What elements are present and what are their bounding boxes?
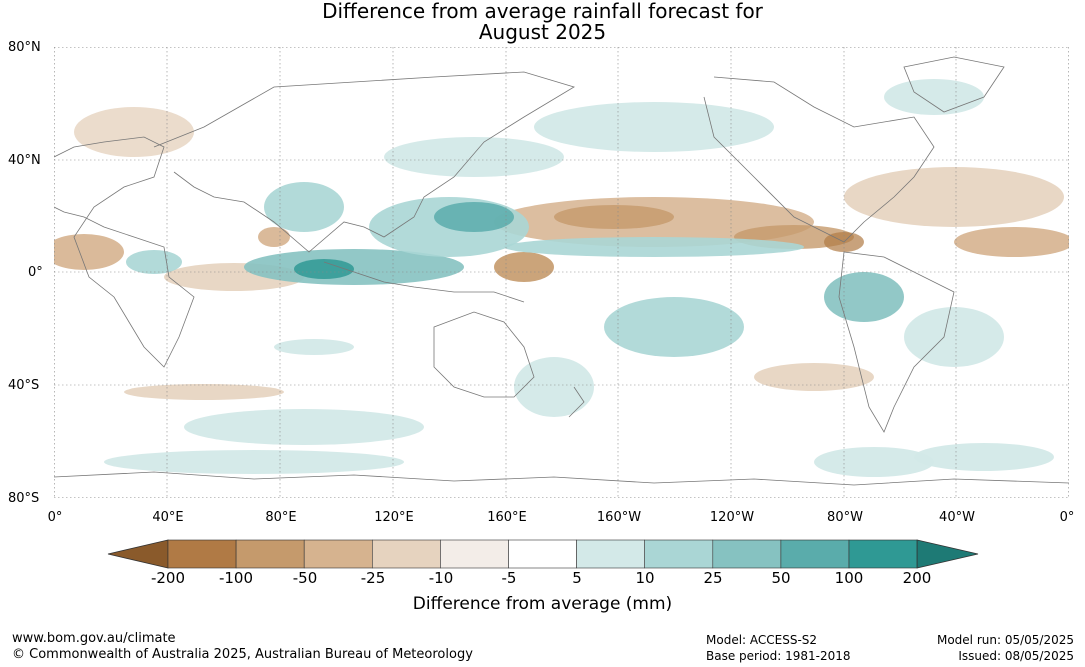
footer-url: www.bom.gov.au/climate — [12, 631, 176, 646]
coastline-australia — [433, 311, 535, 398]
colorbar-tick-label: -100 — [218, 569, 254, 587]
lon-label-0-right: 0° — [1059, 510, 1075, 525]
coastline-new-zealand — [568, 386, 585, 418]
footer-model-run: Model run: 05/05/2025 — [936, 633, 1074, 647]
coastline-layer — [54, 56, 1069, 486]
dry-patch — [54, 234, 124, 270]
lat-label-80s: 80°S — [8, 491, 40, 506]
wet-patch — [184, 409, 424, 445]
dry-patch — [954, 227, 1069, 257]
colorbar-segment — [371, 539, 441, 569]
dry-patch — [124, 384, 284, 400]
colorbar-tick-label: 25 — [703, 569, 723, 587]
wet-patch — [384, 137, 564, 177]
wet-patch — [504, 237, 804, 257]
lon-label-80w: 80°W — [827, 510, 863, 525]
coastline-antarctica — [54, 471, 1069, 486]
coastline-greenland — [903, 56, 1005, 113]
dry-anomaly-layer — [54, 107, 1069, 400]
dry-patch — [754, 363, 874, 391]
footer-issued: Issued: 08/05/2025 — [958, 649, 1074, 663]
lon-label-120w: 120°W — [709, 510, 755, 525]
wet-patch — [814, 447, 934, 477]
lon-label-40e: 40°E — [152, 510, 184, 525]
colorbar-tick-label: -50 — [292, 569, 318, 587]
lat-label-40s: 40°S — [8, 378, 40, 393]
map-title-line1: Difference from average rainfall forecas… — [322, 0, 763, 23]
colorbar-segment — [440, 539, 509, 569]
wet-patch — [126, 250, 182, 274]
wet-patch — [884, 79, 984, 115]
colorbar-tick-label: 5 — [572, 569, 582, 587]
colorbar-segment — [508, 539, 577, 569]
lon-label-40w: 40°W — [939, 510, 975, 525]
colorbar-tick-label: 50 — [771, 569, 791, 587]
wet-patch — [264, 182, 344, 232]
lon-label-160w: 160°W — [596, 510, 642, 525]
wet-patch — [604, 297, 744, 357]
wet-patch — [904, 307, 1004, 367]
colorbar-tick-label: -25 — [360, 569, 386, 587]
rainfall-anomaly-map — [54, 47, 1069, 498]
lon-label-0-left: 0° — [47, 510, 63, 525]
colorbar-tick-label: 10 — [635, 569, 655, 587]
wet-patch — [244, 249, 464, 285]
map-title-line2: August 2025 — [478, 20, 607, 44]
coastline-asia — [153, 71, 575, 253]
colorbar-tick-label: -5 — [501, 569, 517, 587]
lat-label-80n: 80°N — [8, 40, 41, 55]
wet-patch — [294, 259, 354, 279]
wet-patch — [274, 339, 354, 355]
colorbar-segment — [303, 539, 373, 569]
wet-patch — [514, 357, 594, 417]
dry-patch — [258, 227, 290, 247]
colorbar — [107, 539, 979, 569]
dry-patch — [844, 167, 1064, 227]
colorbar-tick-label: 200 — [902, 569, 932, 587]
coastline-north-america — [703, 76, 935, 243]
colorbar-arrow-low — [107, 539, 169, 569]
lat-label-0: 0° — [28, 265, 43, 280]
lon-label-80e: 80°E — [265, 510, 297, 525]
colorbar-segment — [712, 539, 782, 569]
lon-label-120e: 120°E — [374, 510, 414, 525]
footer-base-period: Base period: 1981-2018 — [706, 649, 851, 663]
dry-patch — [74, 107, 194, 157]
lat-label-40n: 40°N — [8, 153, 41, 168]
wet-patch — [434, 202, 514, 232]
colorbar-title: Difference from average (mm) — [412, 594, 673, 614]
colorbar-tick-label: -10 — [428, 569, 454, 587]
footer-copyright: © Commonwealth of Australia 2025, Austra… — [12, 647, 473, 662]
wet-patch — [104, 450, 404, 474]
footer-model: Model: ACCESS-S2 — [706, 633, 818, 647]
lon-label-160e: 160°E — [487, 510, 527, 525]
colorbar-segment — [235, 539, 305, 569]
colorbar-arrow-high — [916, 539, 979, 569]
wet-patch — [534, 102, 774, 152]
colorbar-segment — [576, 539, 646, 569]
coastline-south-america — [838, 251, 955, 433]
colorbar-tick-label: -200 — [150, 569, 186, 587]
dry-patch — [554, 205, 674, 229]
colorbar-segment — [780, 539, 850, 569]
colorbar-segment — [167, 539, 237, 569]
colorbar-segment — [644, 539, 714, 569]
wet-patch — [914, 443, 1054, 471]
dry-patch — [494, 252, 554, 282]
coastline-africa-europe — [54, 136, 195, 368]
graticule — [54, 47, 1069, 498]
colorbar-segment — [848, 539, 918, 569]
colorbar-tick-label: 100 — [834, 569, 864, 587]
wet-patch — [824, 272, 904, 322]
